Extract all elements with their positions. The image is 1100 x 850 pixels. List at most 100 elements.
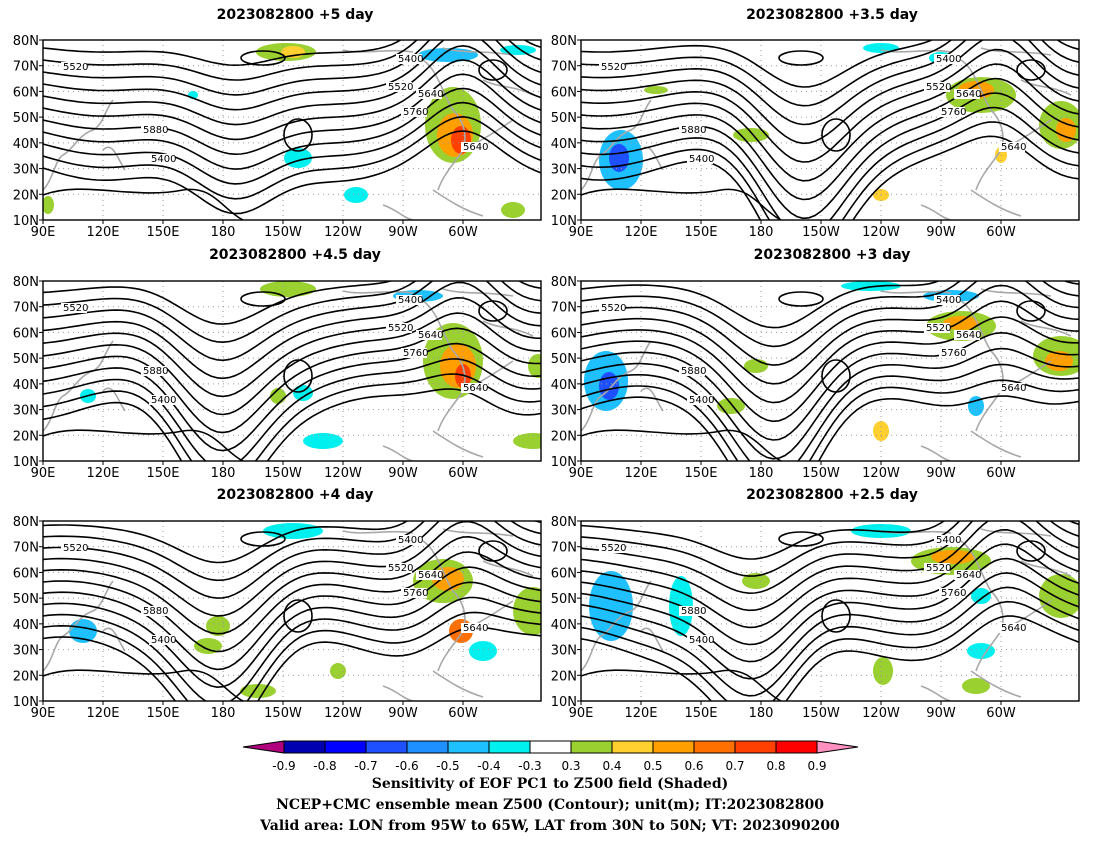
colorbar-tick-label: -0.4 [477,759,500,773]
sensitivity-shading [303,433,343,449]
contour-label: 5520 [926,563,951,574]
lat-tick-label: 60N [551,326,577,341]
contour-label: 5640 [418,570,443,581]
lat-tick-label: 20N [13,429,39,444]
sensitivity-shading [644,86,668,94]
sensitivity-shading [742,573,770,589]
panel-title-1: 2023082800 +5 day [216,7,374,23]
contour-label: 5520 [926,82,951,93]
colorbar-swatch [734,740,777,754]
colorbar-max-arrow [816,740,859,754]
contour-label: 5760 [403,107,428,118]
contour-label: 5640 [463,142,488,153]
lon-tick-label: 120E [624,225,657,240]
contour-label: 5640 [463,623,488,634]
contour-label: 5400 [936,295,961,306]
lon-tick-label: 180 [211,466,236,481]
colorbar-swatch [611,740,654,754]
lon-tick-label: 150E [146,466,179,481]
sensitivity-shading [962,678,990,694]
lon-tick-label: 180 [211,706,236,721]
map-panel-5: 5400 5520 5640 5760 5880 5400 5520 5640 10N 20N 30… [13,515,542,721]
sensitivity-shading [967,643,995,659]
sensitivity-shading [589,571,633,641]
lon-tick-label: 120E [624,466,657,481]
lat-tick-label: 40N [551,137,577,152]
sensitivity-shading [513,587,541,635]
lon-tick-label: 90W [388,466,418,481]
panel-title-6: 2023082800 +2.5 day [746,487,918,503]
lon-tick-label: 90W [926,706,956,721]
lon-tick-label: 180 [749,466,774,481]
lat-tick-label: 70N [551,60,577,75]
lat-tick-label: 20N [551,188,577,203]
sensitivity-shading [469,641,497,661]
lon-tick-label: 150W [802,466,840,481]
lat-tick-label: 60N [551,566,577,581]
sensitivity-shading [609,144,629,172]
contour-label: 5760 [941,588,966,599]
sensitivity-shading [513,433,541,449]
contour-label: 5640 [956,330,981,341]
lat-tick-label: 10N [551,455,577,470]
colorbar-swatch [693,740,736,754]
map-panel-2: 5400 5520 5640 5760 5880 5400 5520 5640 10N 20N 30… [551,34,1080,240]
sensitivity-shading [135,68,171,82]
lat-tick-label: 10N [13,455,39,470]
lon-tick-label: 180 [749,706,774,721]
contour-label: 5880 [143,366,168,377]
lon-tick-label: 60W [986,706,1016,721]
colorbar-tick-label: 0.3 [561,759,580,773]
contour-label: 5400 [151,395,176,406]
lon-tick-label: 120E [86,466,119,481]
lon-tick-label: 90W [388,706,418,721]
colorbar-tick-label: 0.9 [807,759,826,773]
lon-tick-label: 90W [388,225,418,240]
contour-label: 5520 [63,543,88,554]
lat-tick-label: 70N [551,541,577,556]
panel-title-4: 2023082800 +3 day [753,247,911,263]
lat-tick-label: 20N [551,429,577,444]
lat-tick-label: 30N [551,404,577,419]
sensitivity-shading [206,616,230,636]
colorbar-tick-label: -0.5 [436,759,459,773]
colorbar-swatch [775,740,818,754]
lon-tick-label: 120W [862,706,900,721]
contour-label: 5400 [398,54,423,65]
lat-tick-label: 10N [13,214,39,229]
lat-tick-label: 60N [551,85,577,100]
lon-tick-label: 90E [31,225,56,240]
lat-tick-label: 80N [551,515,577,530]
colorbar-swatch [529,740,572,754]
lon-tick-label: 90E [31,706,56,721]
contour-label: 5640 [956,89,981,100]
contour-label: 5520 [601,543,626,554]
lon-tick-label: 180 [749,225,774,240]
sensitivity-shading [69,619,97,643]
map-panel-4: 5400 5520 5640 5760 5880 5400 5520 5640 10N 20N 30… [551,275,1080,481]
colorbar-swatch [283,740,326,754]
lon-tick-label: 150W [264,706,302,721]
lat-tick-label: 60N [13,85,39,100]
contour-label: 5760 [941,348,966,359]
lat-tick-label: 80N [13,34,39,49]
lon-tick-label: 120E [624,706,657,721]
contour-label: 5640 [1001,383,1026,394]
contour-label: 5760 [941,107,966,118]
colorbar-swatch [652,740,695,754]
lat-tick-label: 20N [551,669,577,684]
colorbar-tick-label: 0.7 [725,759,744,773]
lon-tick-label: 120E [86,225,119,240]
lat-tick-label: 70N [13,541,39,556]
sensitivity-shading [501,202,525,218]
lon-tick-label: 120W [324,225,362,240]
contour-label: 5880 [143,606,168,617]
colorbar-min-arrow [242,740,285,754]
lon-tick-label: 60W [986,466,1016,481]
sensitivity-shading [194,638,222,654]
colorbar-swatch [447,740,490,754]
lon-tick-label: 120E [86,706,119,721]
lat-tick-label: 30N [551,644,577,659]
contour-label: 5400 [689,154,714,165]
lon-tick-label: 150W [802,225,840,240]
